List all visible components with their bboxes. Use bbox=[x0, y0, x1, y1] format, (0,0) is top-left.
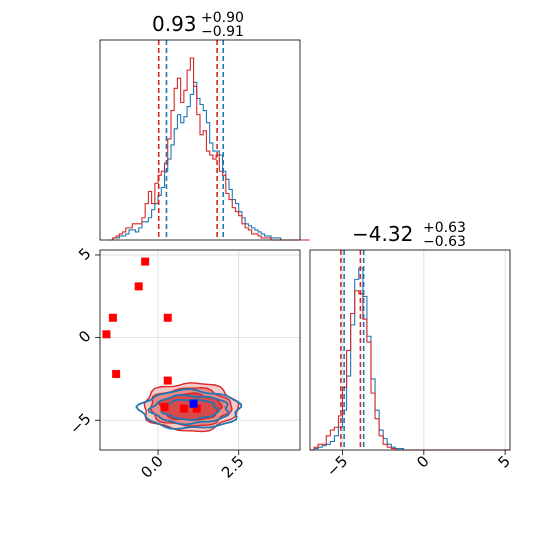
bl-y-ticks: −5 0 5 bbox=[66, 244, 100, 438]
histogram-series-1 bbox=[109, 57, 310, 241]
tl-title-lower: −0.91 bbox=[201, 24, 244, 40]
br-x-ticks: −5 0 5 bbox=[323, 450, 514, 480]
red-point-5 bbox=[163, 313, 172, 322]
bl-xtick-label-1: 2.5 bbox=[218, 452, 248, 482]
red-point-7 bbox=[160, 403, 169, 412]
blue-contour-1 bbox=[147, 393, 231, 426]
tl-quantile-lines bbox=[157, 40, 225, 240]
blue-point-0 bbox=[189, 399, 198, 408]
br-axes-frame bbox=[309, 249, 511, 451]
bl-contours bbox=[135, 382, 243, 433]
bl-points bbox=[102, 257, 201, 413]
br-histograms bbox=[310, 267, 510, 451]
red-point-0 bbox=[102, 330, 111, 339]
histogram-series-0 bbox=[310, 267, 510, 451]
panel-bottom-left-contours: 0.0 2.5 −5 0 5 bbox=[66, 244, 301, 482]
histogram-series-0 bbox=[109, 81, 310, 241]
red-point-3 bbox=[134, 282, 143, 291]
br-title-upper: +0.63 bbox=[423, 220, 466, 236]
bl-axes-frame bbox=[99, 249, 301, 451]
bl-ytick-label-2: 5 bbox=[75, 244, 94, 263]
red-point-1 bbox=[108, 313, 117, 322]
bl-ytick-label-0: −5 bbox=[66, 410, 94, 438]
tl-title: 0.93 bbox=[152, 12, 197, 36]
tl-histograms bbox=[109, 57, 310, 241]
br-xtick-label-0: −5 bbox=[323, 452, 351, 480]
br-grid bbox=[342, 250, 506, 450]
blue-contour-0 bbox=[135, 388, 243, 430]
bl-ytick-label-1: 0 bbox=[75, 327, 94, 346]
red-point-9 bbox=[192, 404, 201, 413]
br-xtick-label-1: 0 bbox=[413, 452, 432, 471]
bl-x-ticks: 0.0 2.5 bbox=[137, 450, 248, 482]
tl-axes-frame bbox=[99, 39, 301, 241]
tl-title-upper: +0.90 bbox=[201, 10, 244, 26]
panel-bottom-right-histogram: −5 0 5 −4.32 +0.63 −0.63 bbox=[309, 220, 514, 480]
br-quantile-lines bbox=[340, 250, 365, 450]
br-title: −4.32 bbox=[352, 222, 413, 246]
panel-top-left-histogram: 0.93 +0.90 −0.91 bbox=[99, 10, 310, 241]
br-xtick-label-2: 5 bbox=[494, 452, 513, 471]
histogram-series-1 bbox=[310, 290, 510, 451]
br-title-lower: −0.63 bbox=[423, 234, 466, 250]
red-point-6 bbox=[163, 376, 172, 385]
red-point-8 bbox=[179, 404, 188, 413]
red-point-4 bbox=[141, 257, 150, 266]
red-point-2 bbox=[112, 369, 121, 378]
bl-xtick-label-0: 0.0 bbox=[137, 452, 167, 482]
